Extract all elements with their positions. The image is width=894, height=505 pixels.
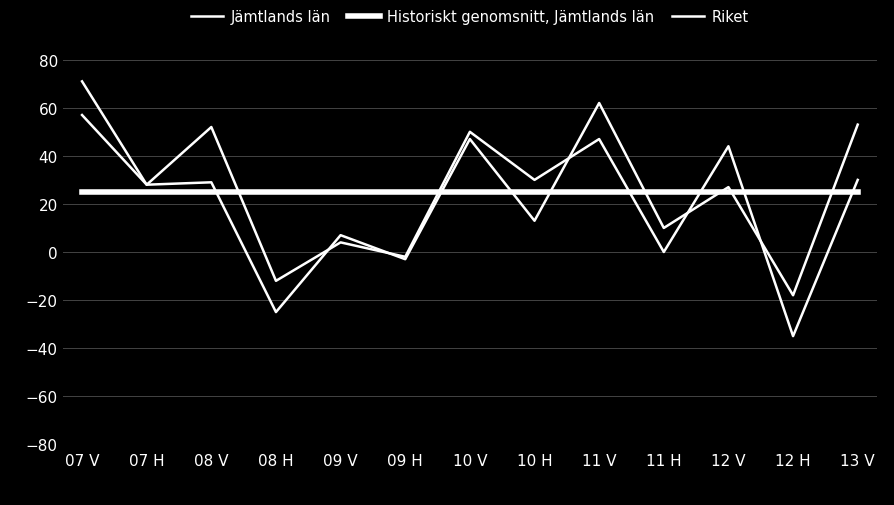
Legend: Jämtlands län, Historiskt genomsnitt, Jämtlands län, Riket: Jämtlands län, Historiskt genomsnitt, Jä… xyxy=(191,10,747,25)
